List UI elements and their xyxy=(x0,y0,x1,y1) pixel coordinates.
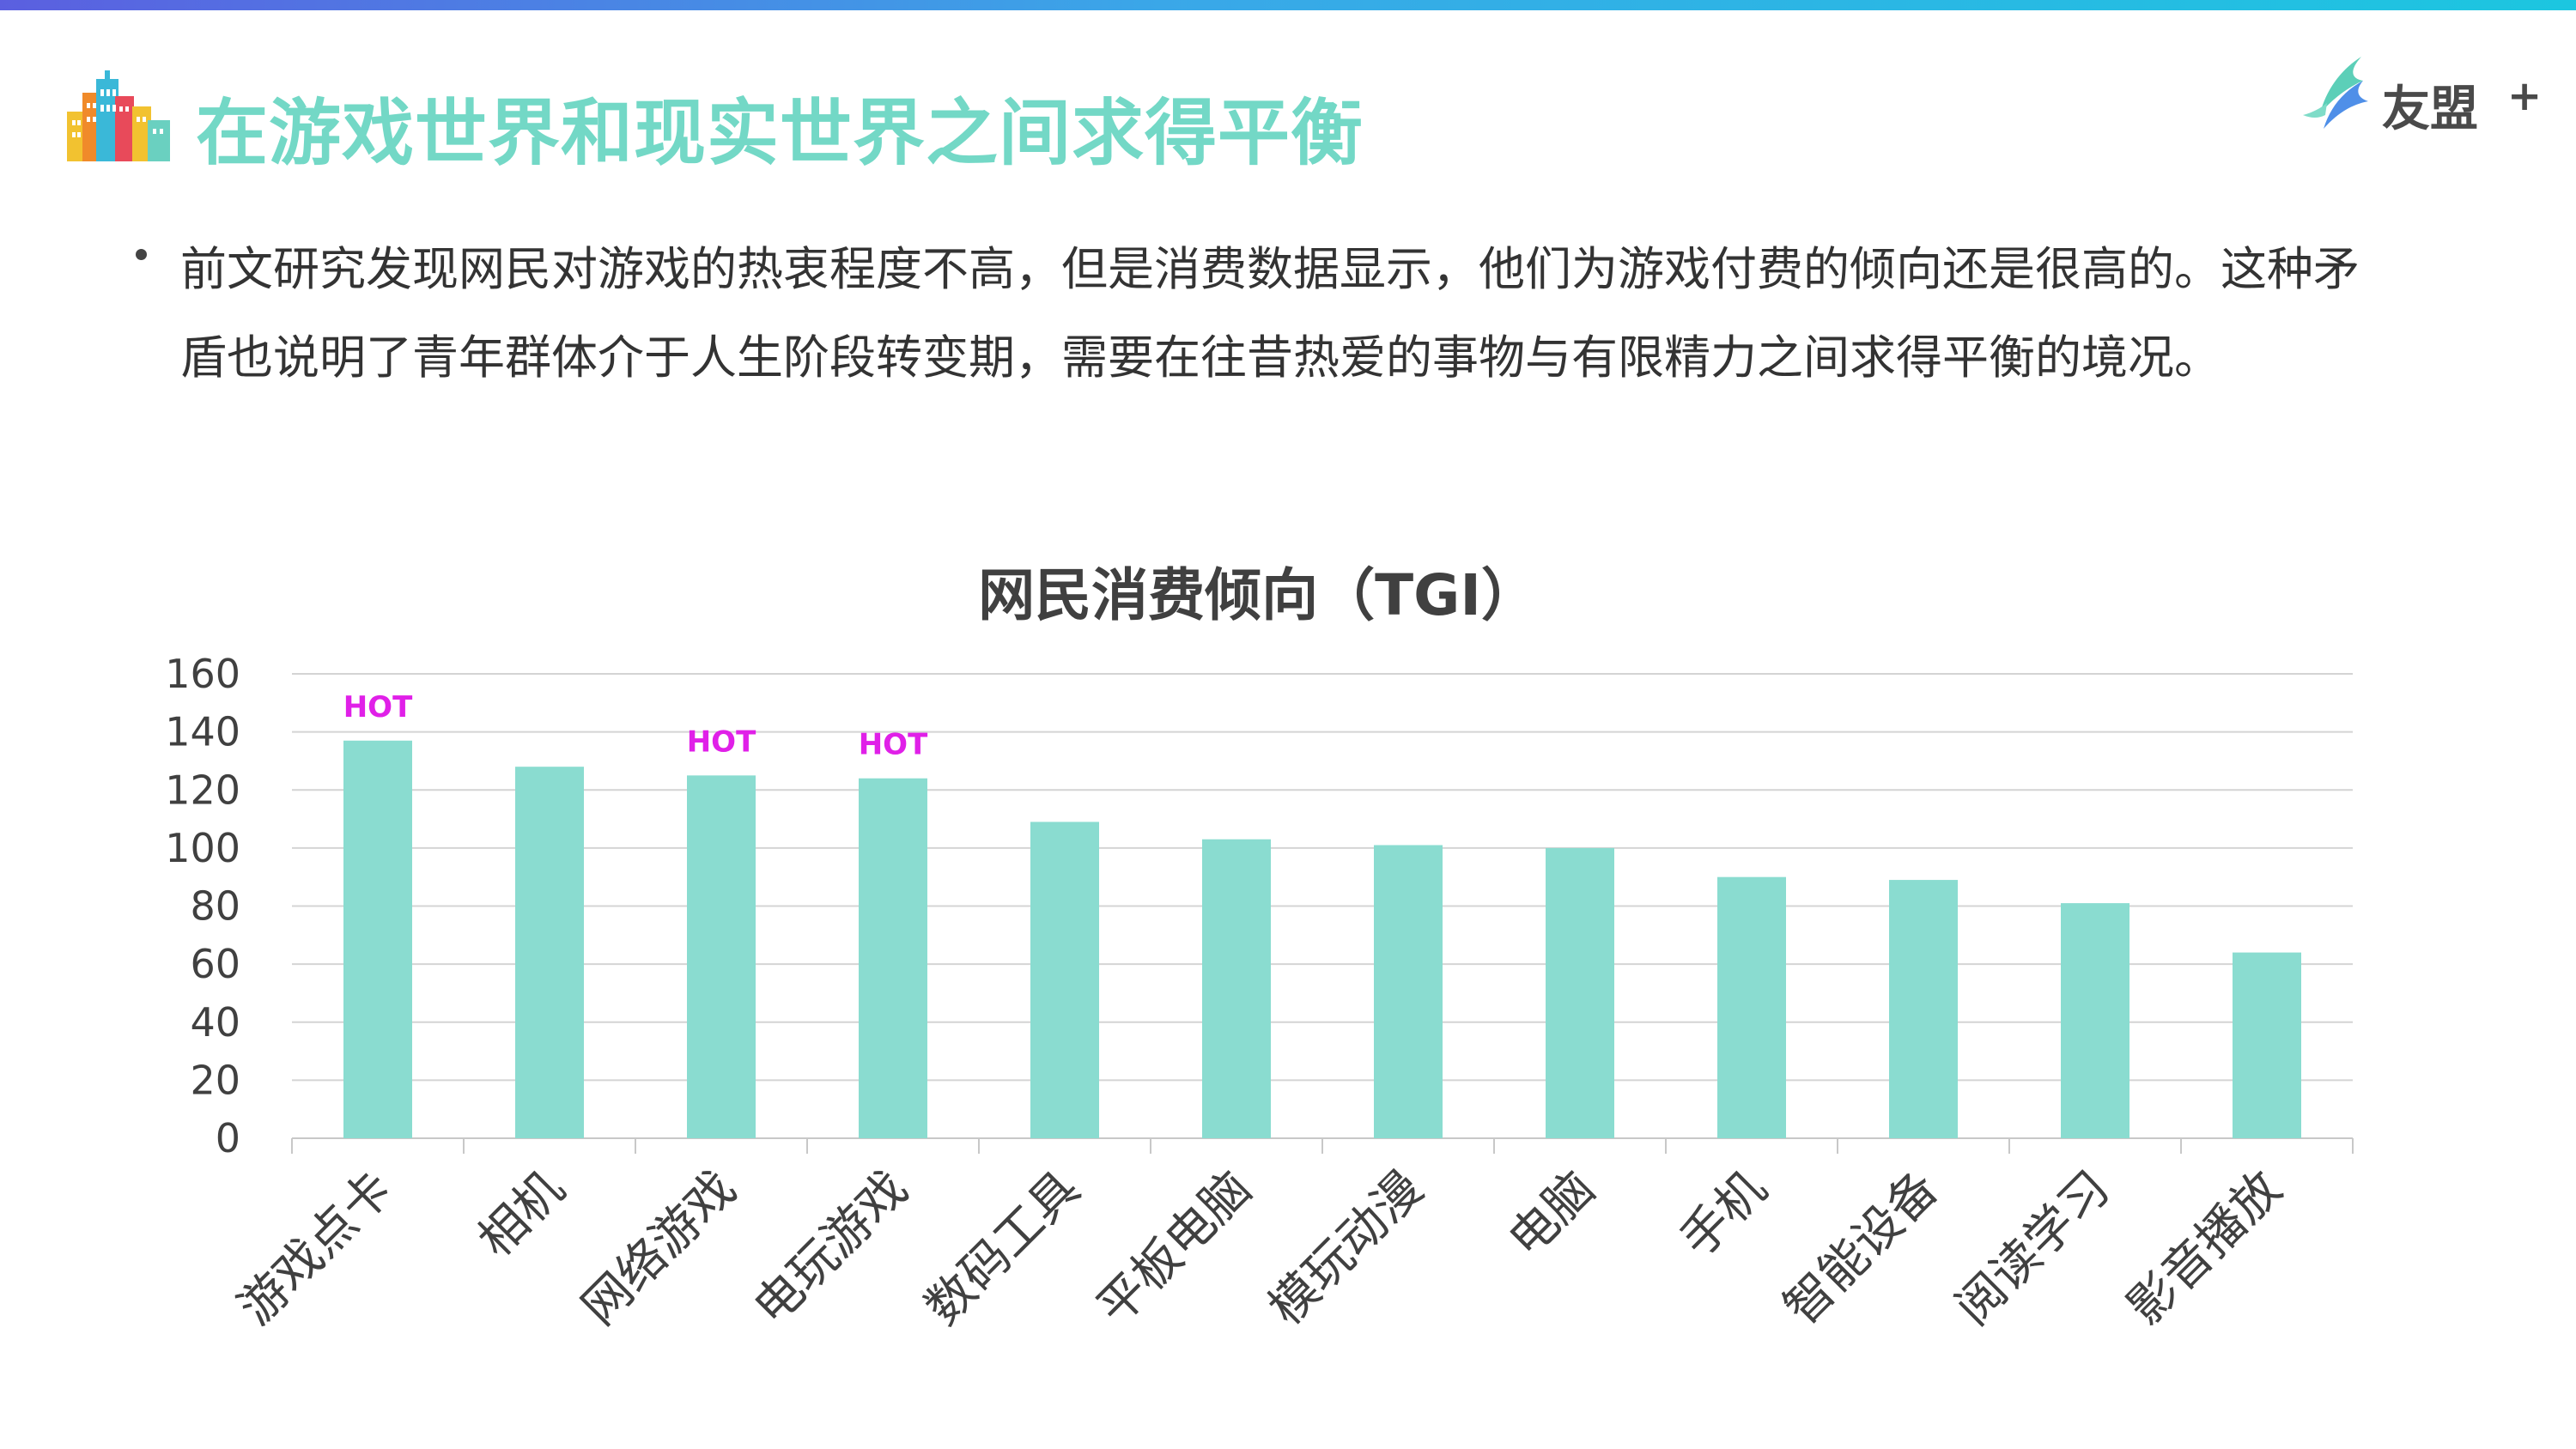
y-tick-label: 40 xyxy=(190,999,240,1046)
city-buildings-icon xyxy=(67,70,170,161)
brand-plus: + xyxy=(2507,72,2543,120)
x-category-label: 模玩动漫 xyxy=(1259,1161,1434,1336)
hot-label: HOT xyxy=(343,690,413,724)
page-title: 在游戏世界和现实世界之间求得平衡 xyxy=(196,91,1364,175)
bar xyxy=(1202,839,1271,1138)
y-tick-label: 120 xyxy=(165,767,240,813)
y-tick-label: 140 xyxy=(165,709,240,755)
y-tick-label: 60 xyxy=(190,941,240,987)
bullet-icon xyxy=(131,244,153,266)
x-category-label: 阅读学习 xyxy=(1946,1161,2121,1336)
umeng-logo-icon xyxy=(2303,57,2368,129)
bar xyxy=(515,767,584,1138)
bar xyxy=(1889,880,1958,1138)
top-gradient-bar xyxy=(0,0,2576,10)
x-category-label: 游戏点卡 xyxy=(228,1161,404,1336)
x-category-label: 网络游戏 xyxy=(572,1161,747,1336)
x-category-label: 电脑 xyxy=(1498,1161,1606,1268)
x-category-label: 平板电脑 xyxy=(1087,1161,1262,1336)
y-tick-label: 0 xyxy=(216,1115,240,1161)
hot-label: HOT xyxy=(687,724,756,759)
x-category-label: 数码工具 xyxy=(915,1161,1091,1336)
bar xyxy=(343,740,412,1138)
bar xyxy=(687,775,756,1138)
x-category-label: 影音播放 xyxy=(2117,1161,2293,1336)
brand-name: 友盟 xyxy=(2382,82,2478,137)
bar xyxy=(1717,876,1786,1138)
y-tick-label: 100 xyxy=(165,825,240,871)
intro-paragraph: 前文研究发现网民对游戏的热衷程度不高，但是消费数据显示，他们为游戏付费的倾向还是… xyxy=(180,242,2360,385)
bar xyxy=(1546,847,1614,1138)
bar-chart: 0 20 40 60 80 100 120 140 160 HOT 游戏点卡 相机 HOT 网络游戏 HOT… xyxy=(165,651,2354,1336)
y-tick-label: 20 xyxy=(190,1057,240,1103)
hot-label: HOT xyxy=(859,728,928,762)
bar xyxy=(859,778,927,1138)
x-category-label: 电玩游戏 xyxy=(744,1161,919,1336)
x-category-label: 手机 xyxy=(1670,1161,1777,1268)
bar xyxy=(2233,952,2301,1138)
y-tick-label: 80 xyxy=(190,883,240,930)
chart-title: 网民消费倾向（TGI） xyxy=(978,562,1538,628)
x-category-label: 相机 xyxy=(468,1161,575,1268)
bar xyxy=(1374,845,1443,1138)
bar xyxy=(2061,903,2129,1138)
y-tick-label: 160 xyxy=(165,651,240,697)
bar xyxy=(1030,822,1099,1138)
x-category-label: 智能设备 xyxy=(1774,1161,1949,1336)
brand-logo-group: 友盟 + xyxy=(2301,53,2542,139)
